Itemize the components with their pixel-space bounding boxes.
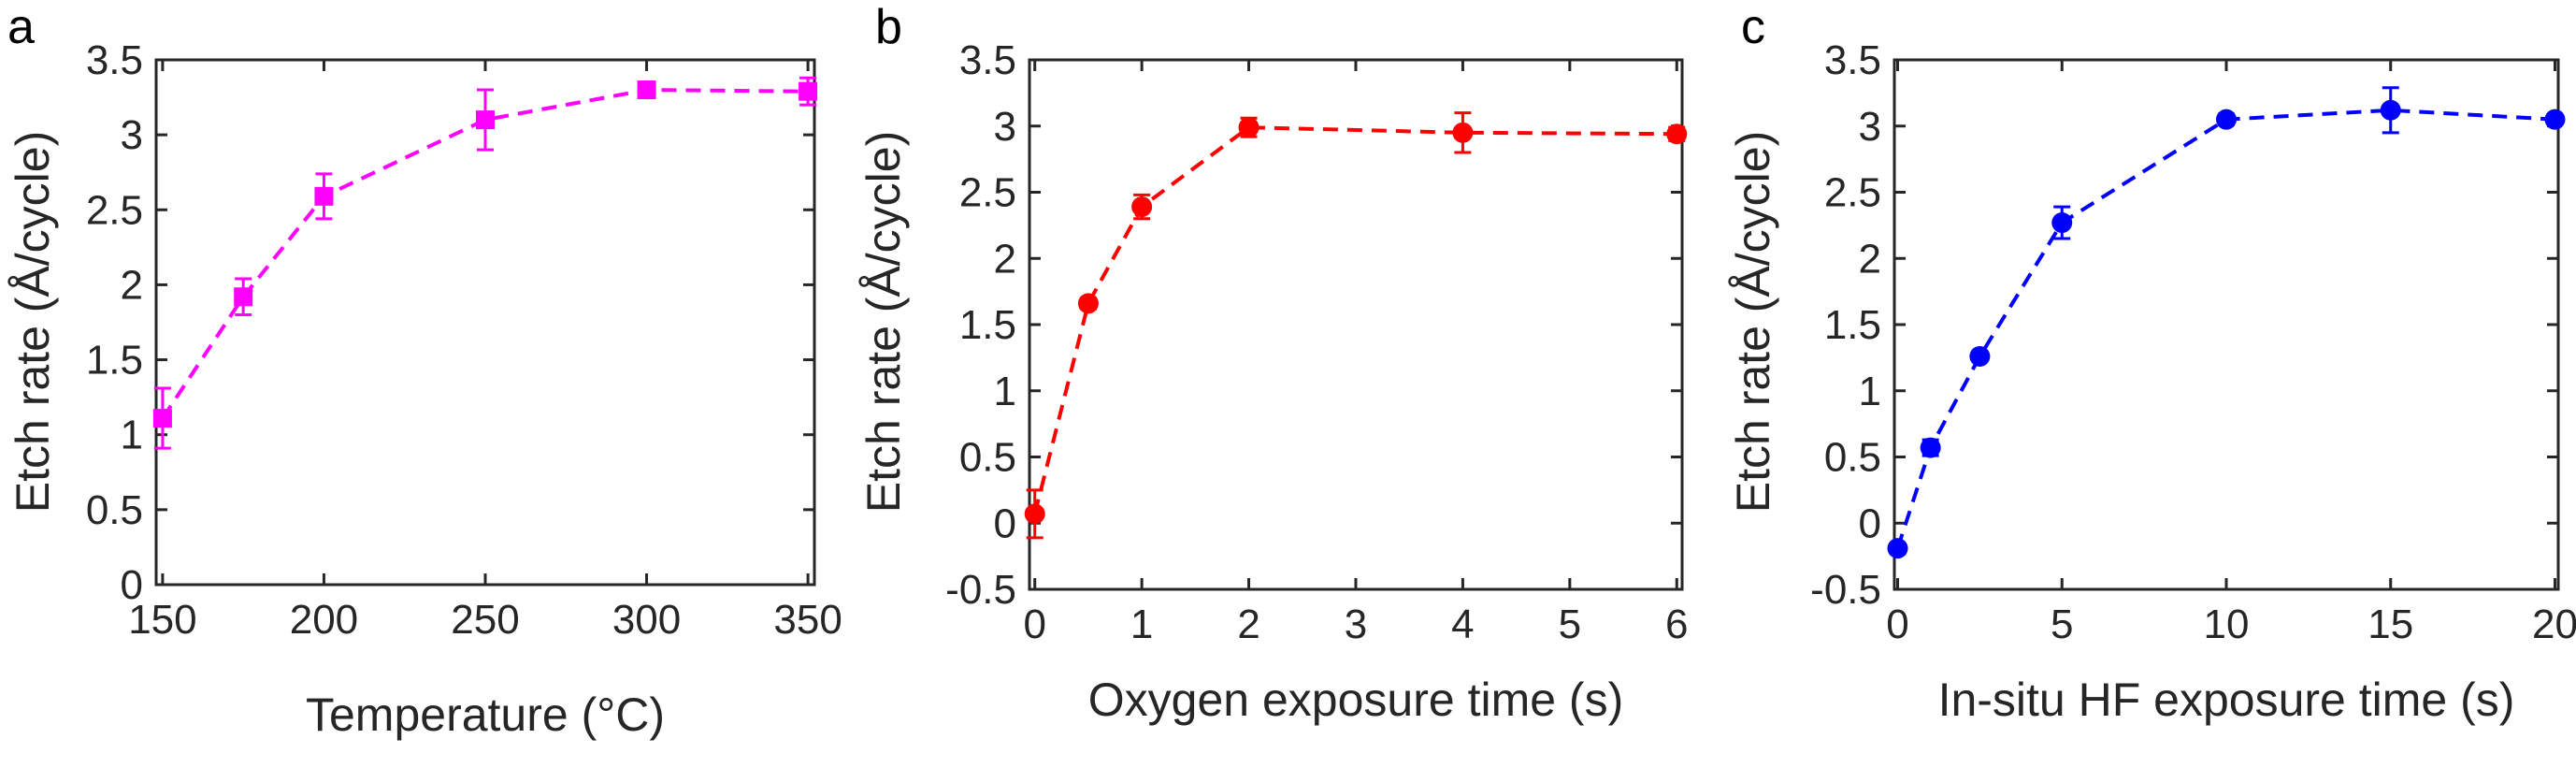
panel-c-data-point (2380, 99, 2401, 121)
panel-b-x-tick-label: 0 (1023, 601, 1045, 647)
panel-a-x-tick-label: 300 (612, 597, 681, 643)
panel-c-data-point (1969, 345, 1991, 367)
panel-a-y-tick-label: 0.5 (86, 487, 143, 533)
panel-a-data-point (152, 409, 172, 428)
panel-b-data-point (1024, 503, 1045, 525)
panel-a-y-tick-label: 1.5 (86, 338, 143, 384)
panel-b-x-tick-label: 3 (1345, 601, 1367, 647)
panel-a-y-tick-label: 2 (121, 262, 143, 308)
panel-b-data-point (1238, 117, 1259, 138)
panel-c-y-tick-label: 2.5 (1824, 170, 1881, 216)
panel-a-data-point (799, 81, 818, 101)
panel-c-y-tick-label: 0 (1859, 500, 1881, 546)
panel-b-data-point (1131, 196, 1153, 218)
panel-b-plot-area (1028, 58, 1684, 591)
panel-c-series-line (1895, 108, 2555, 549)
panel-c-x-axis-label: In-situ HF exposure time (s) (1938, 674, 2515, 726)
panel-a-y-tick-label: 3 (121, 112, 143, 158)
panel-b-y-axis-label: Etch rate (Å/cycle) (857, 131, 910, 513)
panel-b-x-tick-label: 6 (1665, 601, 1688, 647)
panel-b-data-point (1452, 122, 1474, 143)
panel-a-y-axis-label: Etch rate (Å/cycle) (7, 131, 59, 513)
panel-a-series-line (161, 88, 809, 420)
panel-c-y-tick-label: 2 (1859, 236, 1881, 282)
panel-b-y-tick-label: 2 (994, 236, 1016, 282)
panel-a: a 150 200 250 300 350 0 0.5 1 1.5 2 2.5 3 3.5 Temper… (7, 0, 842, 741)
panel-b-x-tick-label: 1 (1130, 601, 1153, 647)
panel-c-x-tick-label: 0 (1886, 601, 1908, 647)
panel-a-data-point (637, 80, 656, 100)
panel-c-y-tick-label: 3 (1859, 104, 1881, 150)
panel-a-x-axis-label: Temperature (°C) (306, 688, 665, 741)
panel-b-y-tick-label: 1.5 (959, 302, 1016, 348)
panel-c-y-tick-label: 0.5 (1824, 435, 1881, 481)
panel-b-y-tick-label: 3 (994, 104, 1016, 150)
panel-b-x-tick-label: 2 (1237, 601, 1259, 647)
panel-c-data-point (1887, 538, 1908, 559)
panel-b-y-tick-label: 0 (994, 500, 1016, 546)
panel-b-y-tick-label: 2.5 (959, 170, 1016, 216)
panel-a-letter: a (7, 0, 35, 54)
panel-a-y-tick-label: 1 (121, 413, 143, 458)
panel-c-letter: c (1741, 0, 1765, 54)
panel-a-series (152, 76, 818, 450)
panel-c-data-point (1920, 437, 1941, 458)
panel-b-y-tick-label: 3.5 (959, 37, 1016, 83)
panel-c-series (1887, 86, 2566, 559)
panel-a-y-tick-label: 0 (121, 562, 143, 608)
panel-b: b 0 1 2 3 4 5 6-0.500.511.522.533.5 Oxygen exp… (857, 0, 1689, 726)
panel-c-y-tick-label: 3.5 (1824, 37, 1881, 83)
panel-c-y-axis-label: Etch rate (Å/cycle) (1727, 131, 1779, 513)
panel-c-ticks: 0 5 10 15 20-0.500.511.522.533.5 (1810, 37, 2576, 647)
panel-a-data-point (476, 110, 495, 130)
panel-a-y-tick-label: 2.5 (86, 187, 143, 233)
panel-b-letter: b (875, 0, 902, 54)
panel-b-x-tick-label: 5 (1559, 601, 1581, 647)
panel-b-y-tick-label: 1 (994, 369, 1016, 414)
panel-c-data-point (2216, 109, 2237, 130)
panel-a-y-tick-label: 3.5 (86, 37, 143, 83)
panel-b-x-tick-label: 4 (1451, 601, 1474, 647)
panel-b-data-point (1077, 293, 1099, 314)
panel-a-x-tick-label: 200 (290, 597, 358, 643)
panel-c-x-tick-label: 15 (2367, 601, 2413, 647)
panel-b-series-line (1032, 125, 1677, 514)
panel-c-x-tick-label: 5 (2051, 601, 2073, 647)
panel-c-data-point (2544, 109, 2566, 130)
panel-b-y-tick-label: 0.5 (959, 435, 1016, 481)
panel-c-y-tick-label: 1.5 (1824, 302, 1881, 348)
panel-a-data-point (234, 287, 253, 307)
panel-c-y-tick-label: 1 (1859, 369, 1881, 414)
panel-c-x-tick-label: 20 (2532, 601, 2576, 647)
panel-b-ticks: 0 1 2 3 4 5 6-0.500.511.522.533.5 (945, 37, 1688, 647)
panel-a-x-tick-label: 350 (773, 597, 842, 643)
panel-b-series (1024, 111, 1688, 540)
panel-c: c 0 5 10 15 20-0.500.511.522.533.5 In-situ H… (1727, 0, 2576, 726)
panel-a-data-point (314, 186, 334, 206)
panel-a-ticks: 150 200 250 300 350 0 0.5 1 1.5 2 2.5 3 3.5 (86, 37, 842, 643)
panel-c-plot-area (1892, 58, 2560, 591)
panel-a-x-tick-label: 150 (128, 597, 196, 643)
panel-c-data-point (2051, 212, 2073, 234)
panel-a-x-tick-label: 250 (451, 597, 519, 643)
panel-c-x-tick-label: 10 (2204, 601, 2250, 647)
panel-b-data-point (1666, 123, 1688, 145)
panel-c-y-tick-label: -0.5 (1810, 567, 1881, 613)
panel-b-x-axis-label: Oxygen exposure time (s) (1088, 674, 1623, 726)
panel-b-y-tick-label: -0.5 (945, 567, 1016, 613)
